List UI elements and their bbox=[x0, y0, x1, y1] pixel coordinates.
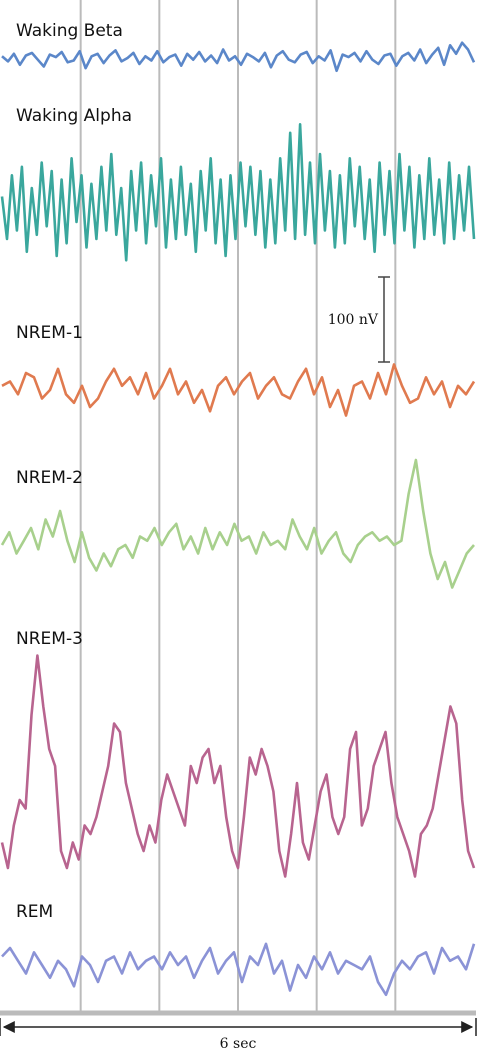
trace-label: Waking Beta bbox=[16, 21, 123, 41]
scale-bar-label: 100 nV bbox=[328, 312, 379, 328]
trace bbox=[1, 942, 476, 997]
trace-label: Waking Alpha bbox=[16, 106, 132, 126]
trace-label: NREM-1 bbox=[16, 323, 83, 343]
trace bbox=[1, 363, 476, 417]
trace-label: NREM-3 bbox=[16, 629, 83, 649]
trace bbox=[1, 41, 476, 73]
trace-label: NREM-2 bbox=[16, 468, 83, 488]
time-label: 6 sec bbox=[220, 1036, 257, 1050]
trace-label: REM bbox=[16, 902, 53, 922]
trace bbox=[0, 123, 476, 262]
trace bbox=[0, 654, 476, 878]
trace bbox=[0, 458, 475, 589]
